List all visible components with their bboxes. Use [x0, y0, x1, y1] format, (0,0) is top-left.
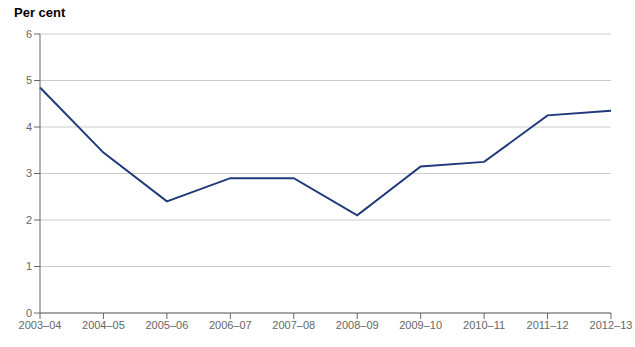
svg-text:2003–04: 2003–04: [19, 319, 62, 331]
svg-text:0: 0: [26, 307, 32, 319]
svg-text:2008–09: 2008–09: [336, 319, 379, 331]
svg-text:1: 1: [26, 260, 32, 272]
html-text:Per cent: Per cent: [14, 5, 66, 20]
svg-text:3: 3: [26, 167, 32, 179]
svg-text:2004–05: 2004–05: [82, 319, 125, 331]
svg-text:2005–06: 2005–06: [145, 319, 188, 331]
svg-text:2009–10: 2009–10: [399, 319, 442, 331]
svg-text:4: 4: [26, 121, 32, 133]
svg-text:2012–13: 2012–13: [590, 319, 627, 331]
svg-text:2011–12: 2011–12: [527, 319, 569, 331]
svg-text:2: 2: [26, 214, 32, 226]
svg-text:2010–11: 2010–11: [463, 319, 505, 331]
svg-text:6: 6: [26, 28, 32, 40]
svg-text:2006–07: 2006–07: [209, 319, 252, 331]
svg-text:2007–08: 2007–08: [272, 319, 315, 331]
svg-text:5: 5: [26, 74, 32, 86]
